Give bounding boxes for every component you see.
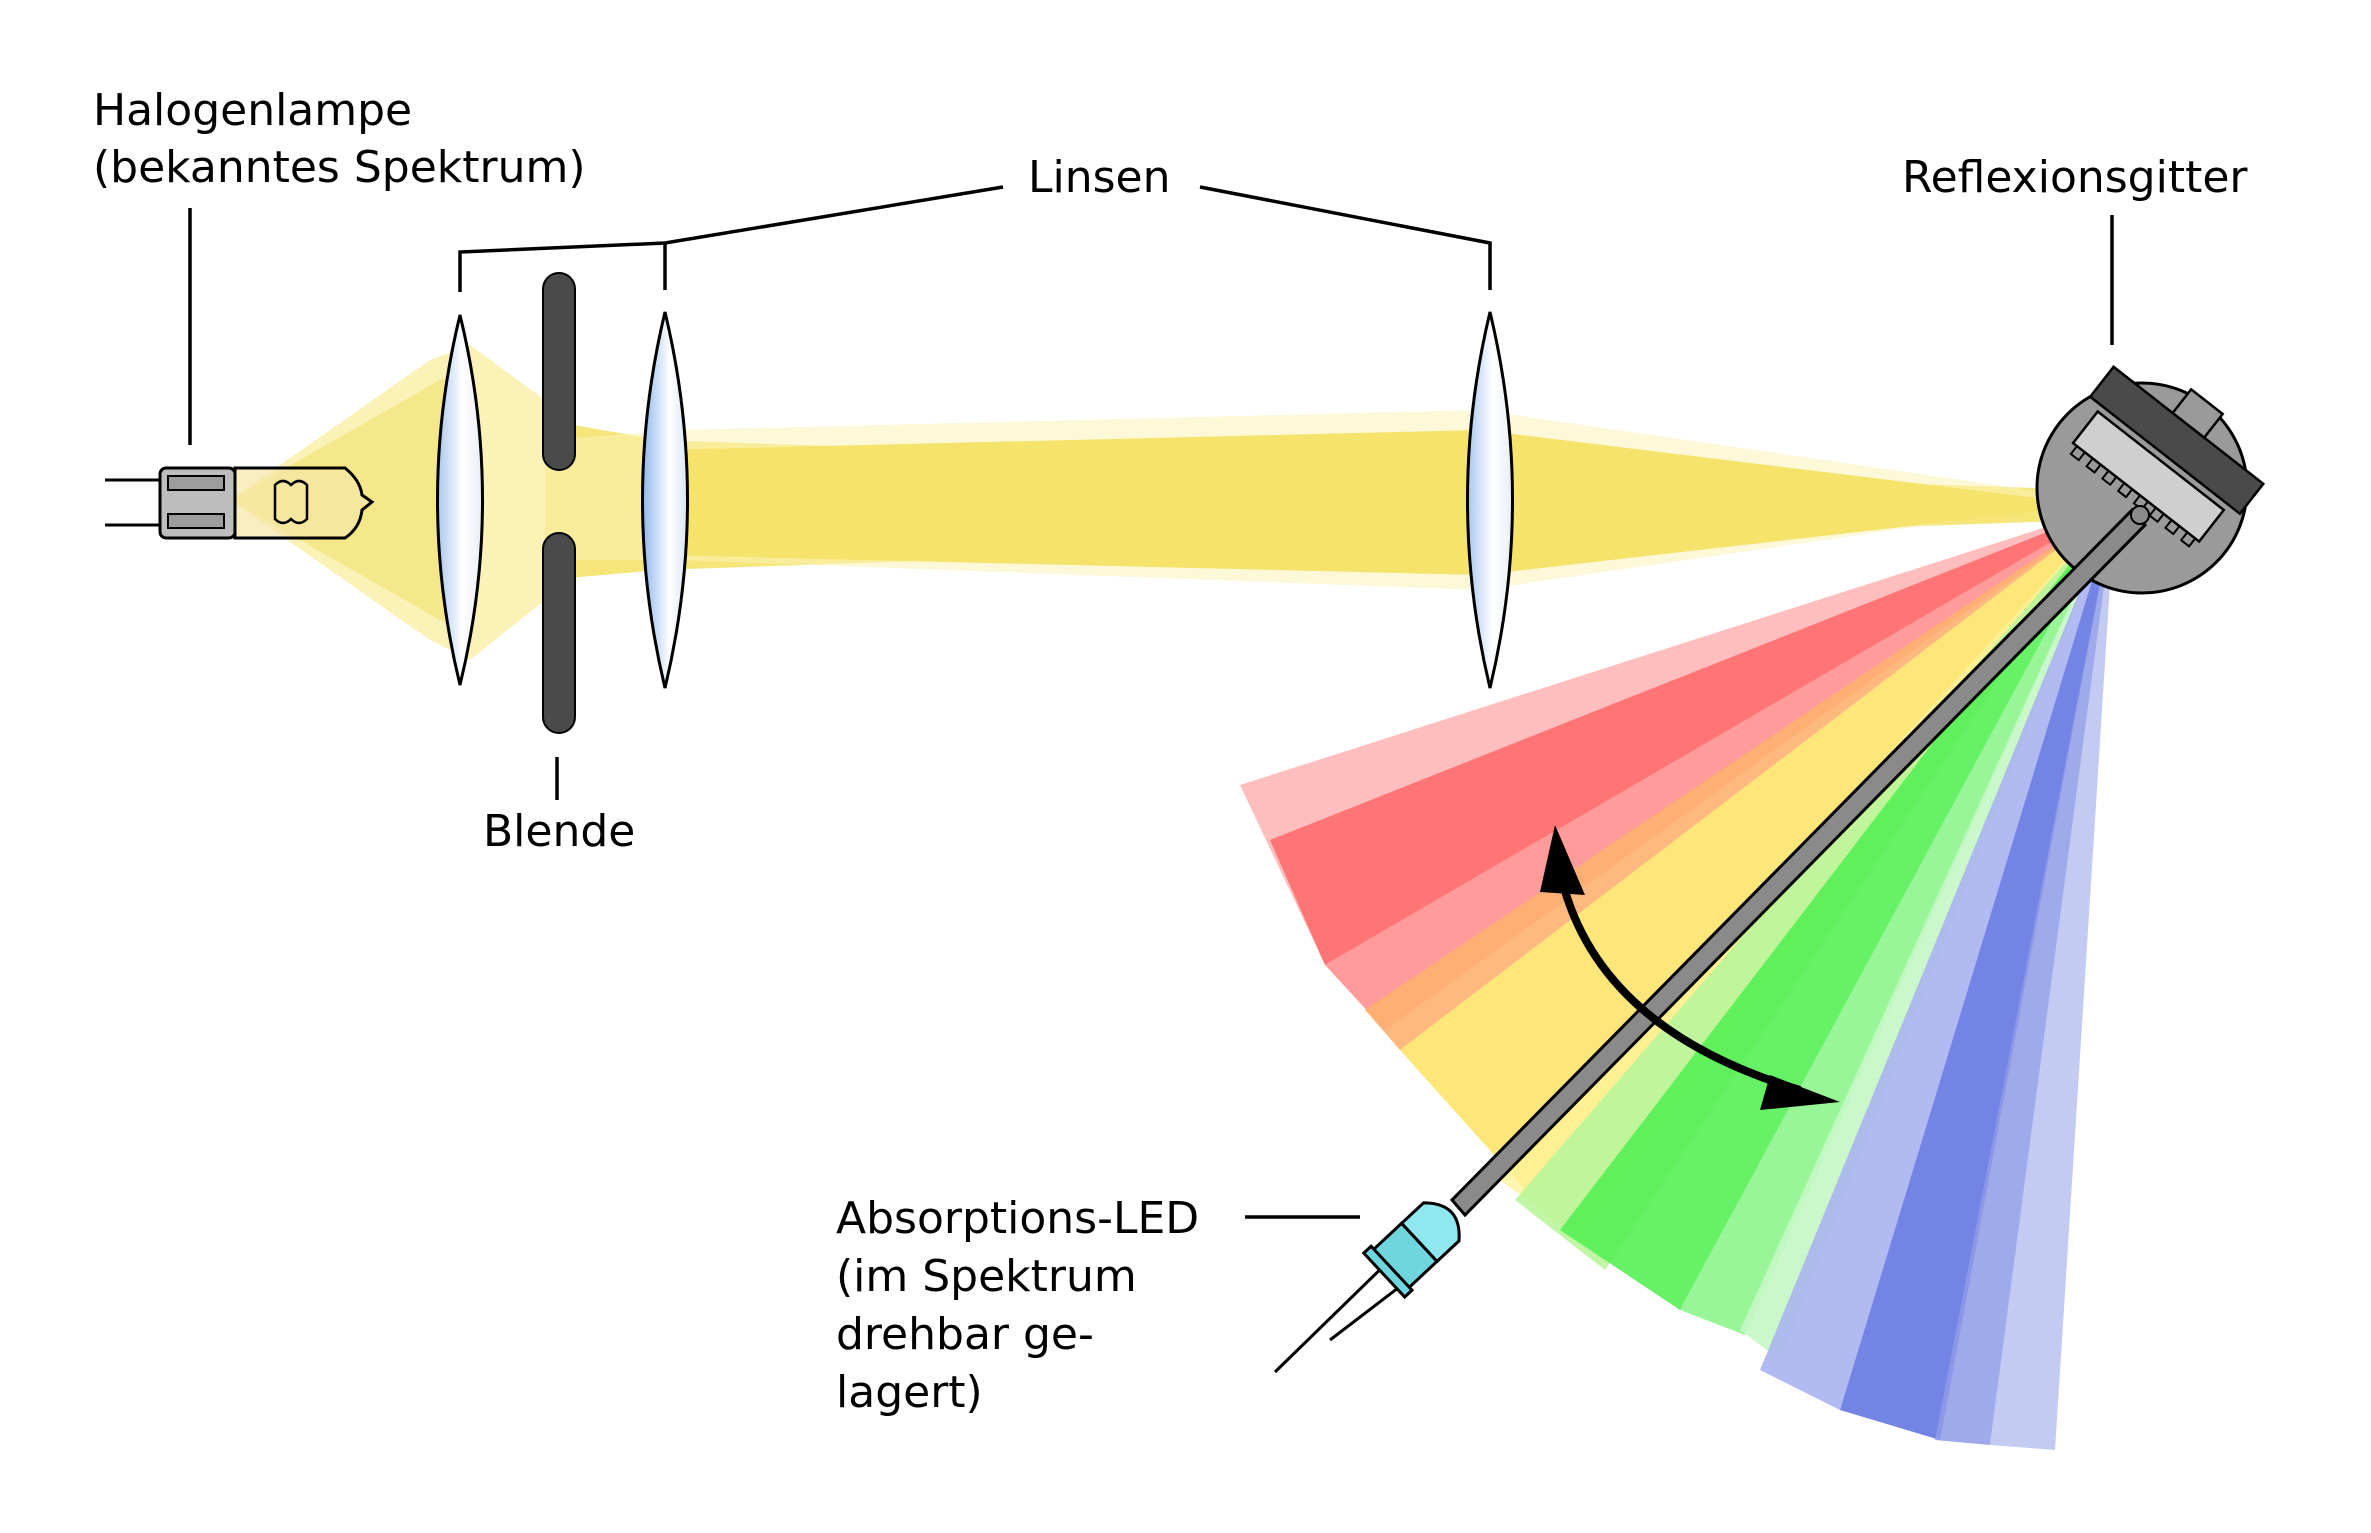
absorption-led	[1273, 1201, 1461, 1374]
aperture-label: Blende	[483, 806, 635, 857]
grating-label: Reflexionsgitter	[1902, 152, 2248, 203]
leader-lines	[188, 185, 2114, 1219]
led-label-line1: Absorptions-LED	[836, 1193, 1199, 1244]
lenses-label: Linsen	[1028, 152, 1171, 203]
lamp-label-line1: Halogenlampe	[93, 85, 412, 136]
led-label-line2: (im Spektrum	[836, 1251, 1137, 1302]
led-label-line4: lagert)	[836, 1367, 983, 1418]
lens-1	[436, 314, 484, 686]
reflection-grating	[2035, 365, 2266, 595]
halogen-lamp	[105, 466, 375, 540]
led-label-line3: drehbar ge-	[836, 1309, 1094, 1360]
lens-3	[1466, 311, 1514, 689]
lamp-label-line2: (bekanntes Spektrum)	[93, 142, 586, 193]
lens-2	[641, 311, 689, 689]
led-arm	[1449, 505, 2150, 1218]
rotation-arrow	[1540, 825, 1840, 1110]
text-labels: Halogenlampe (bekanntes Spektrum) Linsen…	[93, 85, 2248, 1418]
light-beam	[230, 345, 2100, 660]
aperture	[542, 272, 576, 734]
